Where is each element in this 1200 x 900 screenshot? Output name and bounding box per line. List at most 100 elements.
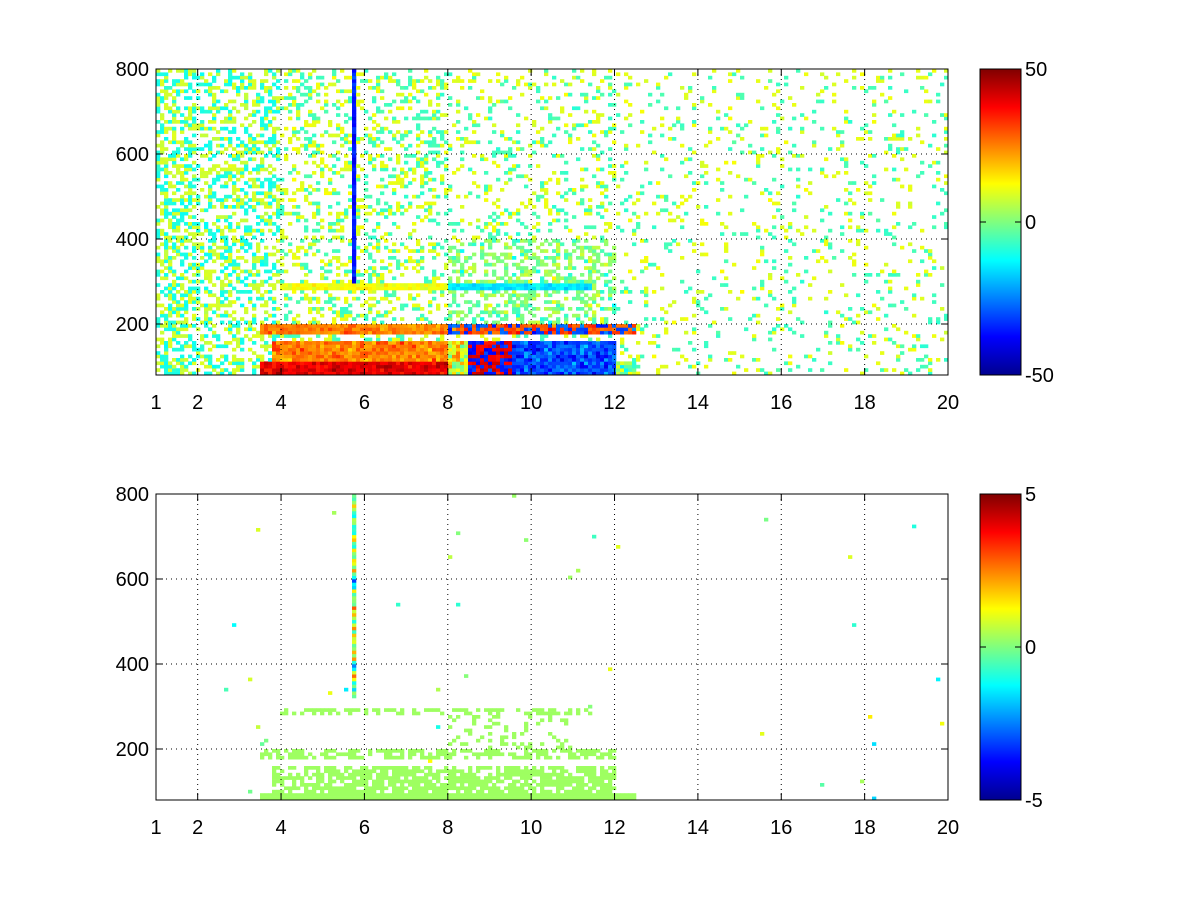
heat-cell: [504, 324, 509, 328]
heat-cell: [284, 361, 289, 366]
heat-cell: [656, 181, 661, 185]
heat-cell: [216, 245, 221, 250]
heat-cell: [348, 341, 353, 345]
heat-cell: [660, 317, 665, 321]
heat-cell: [192, 347, 197, 352]
heat-cell: [272, 307, 277, 311]
heat-cell: [624, 371, 629, 376]
heat-cell: [276, 341, 281, 345]
heat-cell: [528, 371, 533, 376]
heat-cell: [324, 92, 329, 97]
heat-cell: [216, 198, 221, 202]
heat-cell: [336, 157, 341, 162]
heat-cell: [596, 211, 601, 216]
heat-cell: [600, 364, 605, 369]
heat-cell: [608, 347, 613, 352]
heat-cell: [176, 106, 181, 111]
heat-cell: [412, 354, 417, 359]
heat-cell: [364, 205, 369, 209]
heat-cell: [536, 215, 541, 219]
heat-cell: [288, 334, 293, 338]
heat-cell: [392, 211, 397, 216]
heat-cell: [324, 283, 329, 287]
heat-cell: [584, 371, 589, 376]
heat-cell: [720, 307, 725, 311]
heat-cell: [320, 371, 325, 376]
heat-cell: [304, 296, 309, 301]
heat-cell: [208, 167, 213, 172]
heat-cell: [340, 310, 345, 315]
heat-cell: [168, 201, 173, 206]
heat-cell: [416, 351, 421, 355]
heat-cell: [352, 184, 357, 189]
heat-cell: [240, 347, 245, 352]
heat-cell: [500, 150, 505, 155]
heat-cell: [636, 198, 641, 202]
heat-cell: [476, 290, 481, 294]
heat-cell: [548, 116, 553, 121]
heat-cell: [588, 303, 593, 308]
heat-cell: [436, 341, 441, 345]
heat-cell: [288, 69, 293, 73]
heat-cell: [468, 69, 473, 73]
heat-cell: [284, 327, 289, 332]
heat-cell: [412, 361, 417, 366]
heat-cell: [572, 286, 577, 291]
heat-cell: [352, 222, 357, 226]
heat-cell: [172, 201, 177, 206]
heat-cell: [180, 242, 185, 247]
heat-cell: [544, 82, 549, 87]
heat-cell: [544, 283, 549, 287]
heat-cell: [492, 201, 497, 206]
heat-cell: [180, 174, 185, 179]
heat-cell: [332, 337, 337, 342]
heat-cell: [636, 215, 641, 219]
heat-cell: [544, 181, 549, 185]
heat-cell: [768, 290, 773, 294]
heat-cell: [172, 334, 177, 338]
heat-cell: [248, 157, 253, 162]
heat-cell: [544, 293, 549, 298]
heat-cell: [328, 286, 333, 291]
heat-cell: [276, 154, 281, 158]
heat-cell: [244, 150, 249, 155]
heat-cell: [272, 337, 277, 342]
heat-cell: [588, 344, 593, 349]
heat-cell: [576, 106, 581, 111]
heat-cell: [416, 303, 421, 308]
heat-cell: [272, 82, 277, 87]
heat-cell: [568, 133, 573, 138]
heat-cell: [588, 307, 593, 311]
heat-cell: [336, 361, 341, 366]
heat-cell: [552, 361, 557, 366]
heat-cell: [608, 296, 613, 301]
heat-cell: [280, 283, 285, 287]
heat-cell: [260, 293, 265, 298]
heat-cell: [268, 215, 273, 219]
heat-cell: [352, 160, 357, 165]
heat-cell: [428, 143, 433, 148]
heat-cell: [564, 130, 569, 134]
heat-cell: [760, 368, 765, 372]
heat-cell: [348, 303, 353, 308]
heat-cell: [408, 341, 413, 345]
heat-cell: [312, 69, 317, 73]
heat-cell: [604, 347, 609, 352]
heat-cell: [256, 259, 261, 264]
heat-cell: [724, 126, 729, 131]
heat-cell: [472, 286, 477, 291]
heat-cell: [400, 303, 405, 308]
heat-cell: [732, 232, 737, 236]
heat-cell: [556, 303, 561, 308]
heat-cell: [376, 276, 381, 281]
heat-cell: [268, 371, 273, 376]
heat-cell: [368, 273, 373, 277]
heat-cell: [532, 225, 537, 230]
heat-cell: [520, 249, 525, 253]
heat-cell: [404, 160, 409, 165]
heat-cell: [396, 201, 401, 206]
heat-cell: [228, 290, 233, 294]
heat-cell: [412, 327, 417, 332]
heat-cell: [360, 351, 365, 355]
heat-cell: [468, 341, 473, 345]
